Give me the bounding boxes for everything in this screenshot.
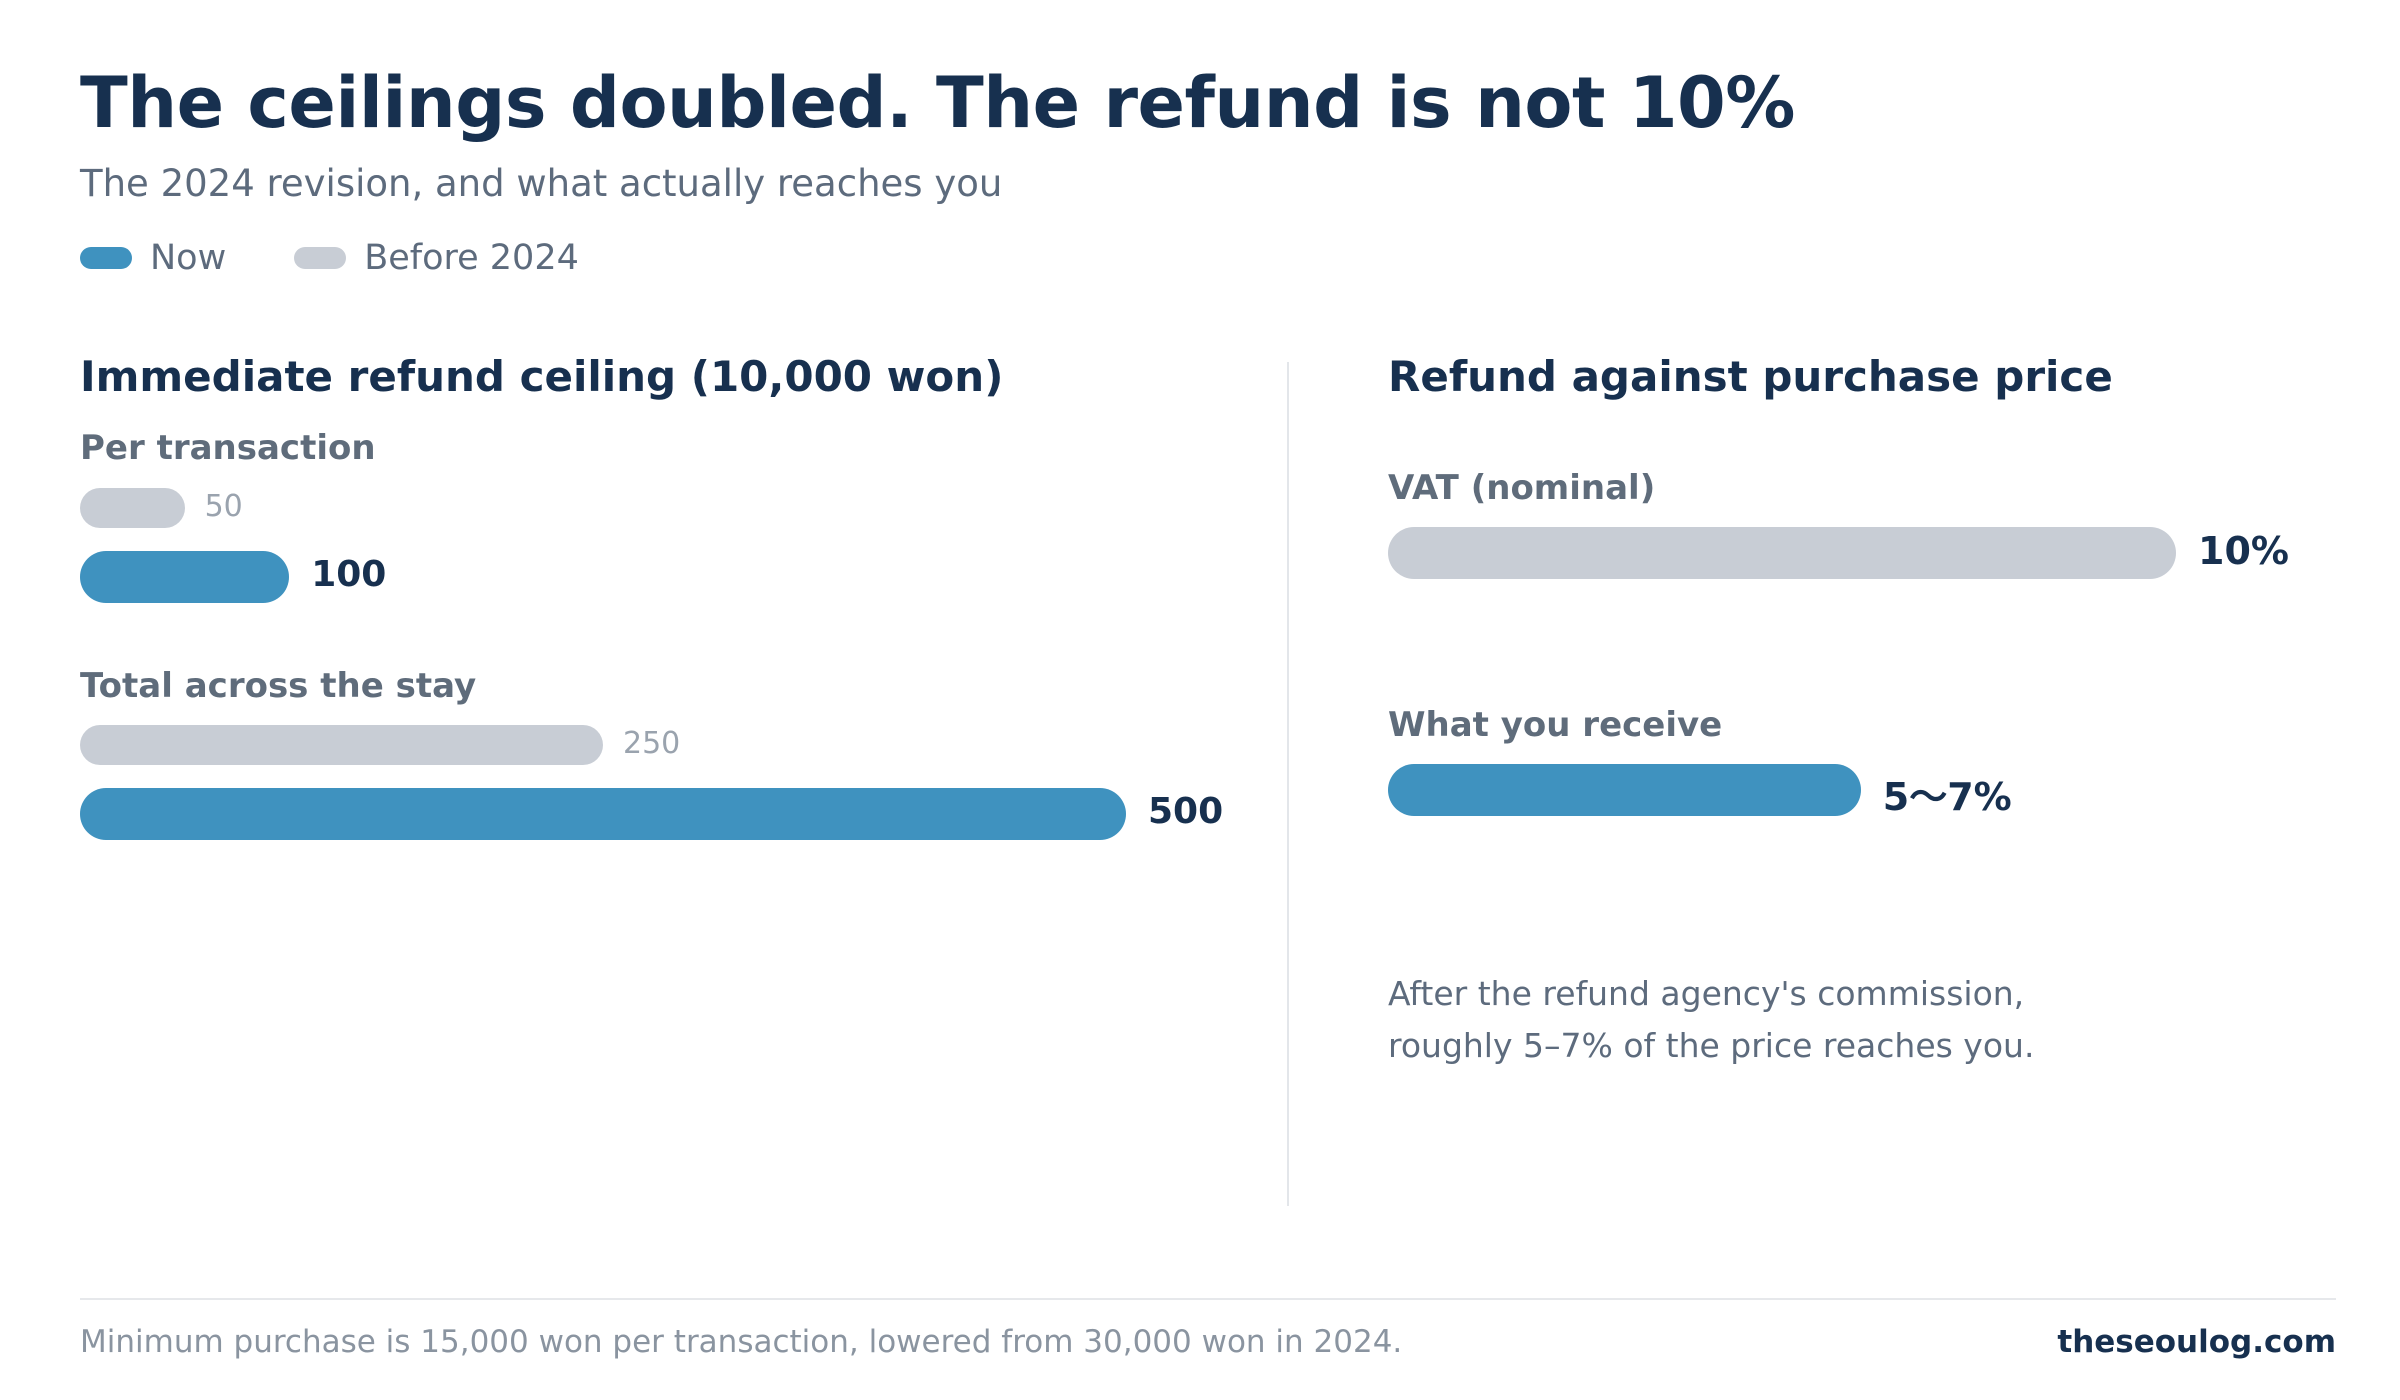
- total-stay-now-value: 500: [1148, 791, 1224, 832]
- legend-label-now: Now: [150, 238, 227, 278]
- total-stay-before-value: 250: [623, 726, 681, 761]
- per-transaction-before-value: 50: [204, 489, 243, 524]
- legend-item-before: Before 2024: [294, 238, 579, 278]
- vat-nominal-label: VAT (nominal): [1388, 468, 1656, 508]
- legend-item-now: Now: [80, 238, 226, 278]
- total-stay-now-bar: [80, 788, 1126, 840]
- per-transaction-now-bar: [80, 551, 290, 603]
- what-you-receive-label: What you receive: [1388, 705, 1723, 745]
- commission-note-line-2: roughly 5–7% of the price reaches you.: [1388, 1026, 2035, 1065]
- chart-subtitle: The 2024 revision, and what actually rea…: [80, 162, 1003, 205]
- chart-title: The ceilings doubled. The refund is not …: [80, 62, 1795, 144]
- what-you-receive-bar: [1388, 764, 1861, 816]
- per-transaction-label: Per transaction: [80, 428, 376, 468]
- vat-nominal-bar: [1388, 527, 2176, 579]
- legend-swatch-now: [80, 247, 132, 269]
- source-credit: theseoulog.com: [2057, 1324, 2336, 1360]
- ceiling-panel-title: Immediate refund ceiling (10,000 won): [80, 352, 1004, 401]
- legend-swatch-before: [294, 247, 347, 269]
- commission-note-line-1: After the refund agency's commission,: [1388, 974, 2025, 1013]
- vat-nominal-value: 10%: [2198, 529, 2289, 573]
- legend-label-before: Before 2024: [364, 238, 579, 278]
- commission-note: After the refund agency's commission, ro…: [1388, 968, 2148, 1072]
- what-you-receive-value: 5〜7%: [1882, 775, 2012, 819]
- legend: Now Before 2024: [80, 236, 647, 280]
- panel-divider: [1287, 362, 1289, 1206]
- total-stay-label: Total across the stay: [80, 666, 477, 706]
- footer-rule: [80, 1298, 2336, 1300]
- total-stay-before-bar: [80, 725, 603, 765]
- per-transaction-before-bar: [80, 488, 185, 528]
- per-transaction-now-value: 100: [311, 554, 387, 595]
- refund-panel-title: Refund against purchase price: [1388, 352, 2113, 401]
- footnote: Minimum purchase is 15,000 won per trans…: [80, 1324, 1403, 1360]
